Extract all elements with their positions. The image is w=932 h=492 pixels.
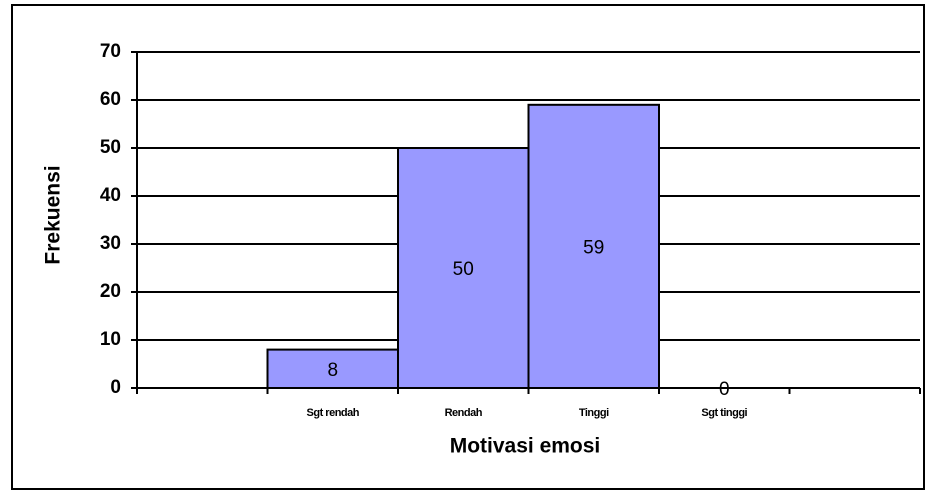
x-tick-label: Sgt tinggi xyxy=(701,407,747,419)
bar xyxy=(397,147,530,389)
y-tick-label: 30 xyxy=(100,233,121,254)
y-tick-label: 60 xyxy=(100,89,121,110)
y-tick-label: 50 xyxy=(100,137,121,158)
data-label: 0 xyxy=(719,379,730,400)
y-tick-label: 70 xyxy=(100,41,121,62)
bar xyxy=(527,103,660,390)
y-tick-label: 10 xyxy=(100,329,121,350)
data-label: 59 xyxy=(583,237,604,258)
x-tick-label: Tinggi xyxy=(579,407,609,419)
x-tick-label: Sgt rendah xyxy=(307,407,360,419)
data-label: 50 xyxy=(453,259,474,280)
x-axis-title: Motivasi emosi xyxy=(450,435,601,458)
y-tick-label: 20 xyxy=(100,281,121,302)
y-axis-title: Frekuensi xyxy=(42,165,65,264)
x-tick-label: Rendah xyxy=(445,407,483,419)
y-tick-label: 40 xyxy=(100,185,121,206)
y-tick-label: 0 xyxy=(110,377,121,398)
bar xyxy=(266,348,399,390)
data-label: 8 xyxy=(327,360,338,381)
